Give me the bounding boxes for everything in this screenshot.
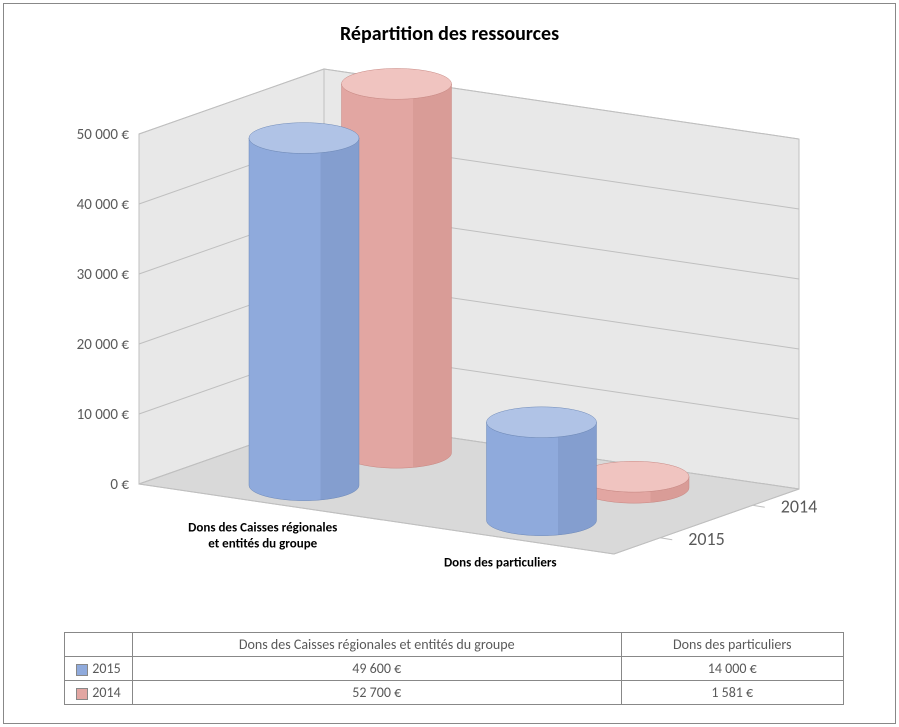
table-corner-cell — [65, 633, 133, 657]
svg-text:Dons des particuliers: Dons des particuliers — [444, 556, 557, 571]
table-cell: 52 700 € — [133, 681, 622, 705]
svg-text:et entités du groupe: et entités du groupe — [208, 537, 317, 552]
svg-text:20 000 €: 20 000 € — [77, 336, 130, 354]
table-cell: 1 581 € — [621, 681, 844, 705]
table-col-header: Dons des Caisses régionales et entités d… — [133, 633, 622, 657]
svg-text:10 000 €: 10 000 € — [77, 406, 130, 424]
svg-text:0 €: 0 € — [110, 476, 129, 494]
svg-text:40 000 €: 40 000 € — [77, 196, 130, 214]
svg-text:50 000 €: 50 000 € — [77, 126, 130, 144]
svg-text:2015: 2015 — [688, 528, 725, 550]
legend-label: 2015 — [92, 660, 120, 677]
legend-label: 2014 — [92, 684, 120, 701]
table-header-row: Dons des Caisses régionales et entités d… — [65, 633, 844, 657]
chart-title: Répartition des ressources — [4, 22, 895, 46]
legend-swatch — [76, 664, 88, 676]
chart-plot-area: 0 € 10 000 € 20 000 € 30 000 € 40 000 € 50 00… — [24, 64, 874, 594]
data-table: Dons des Caisses régionales et entités d… — [64, 632, 844, 705]
legend-swatch — [76, 688, 88, 700]
table-row: 2014 52 700 €1 581 € — [65, 681, 844, 705]
svg-text:30 000 €: 30 000 € — [77, 266, 130, 284]
table-row-header: 2015 — [65, 657, 133, 681]
table-cell: 14 000 € — [621, 657, 844, 681]
table-col-header: Dons des particuliers — [621, 633, 844, 657]
table-cell: 49 600 € — [133, 657, 622, 681]
table-row-header: 2014 — [65, 681, 133, 705]
svg-text:Dons des Caisses régionales: Dons des Caisses régionales — [188, 521, 337, 536]
table-row: 2015 49 600 €14 000 € — [65, 657, 844, 681]
chart-frame: Répartition des ressources 0 € 10 000 € 20… — [3, 3, 896, 724]
chart-svg: 0 € 10 000 € 20 000 € 30 000 € 40 000 € 50 00… — [24, 64, 874, 594]
svg-text:2014: 2014 — [781, 495, 818, 517]
